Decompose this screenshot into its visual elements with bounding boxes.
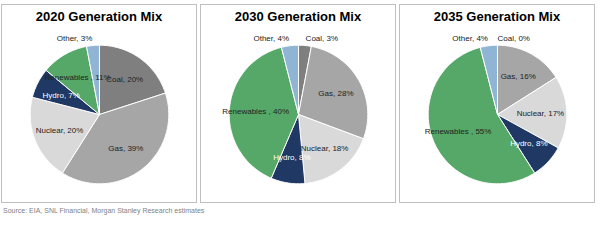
svg-text:Coal, 20%: Coal, 20% [106,75,143,84]
svg-text:Nuclear, 20%: Nuclear, 20% [36,126,84,135]
svg-text:Hydro, 8%: Hydro, 8% [273,152,310,161]
svg-text:Coal, 3%: Coal, 3% [306,34,338,43]
html-text:2030 Generation Mix: 2030 Generation Mix [234,9,362,24]
html-text:2035 Generation Mix: 2035 Generation Mix [433,9,561,24]
svg-text:Renewables , 55%: Renewables , 55% [425,127,492,136]
svg-text:Gas, 16%: Gas, 16% [501,72,536,81]
svg-text:Coal, 0%: Coal, 0% [498,34,530,43]
svg-text:Hydro, 7%: Hydro, 7% [43,91,80,100]
svg-text:Nuclear, 17%: Nuclear, 17% [517,109,565,118]
svg-text:Renewables , 11%: Renewables , 11% [45,73,111,82]
svg-text:Other, 4%: Other, 4% [253,34,289,43]
html-text:Source: EIA, SNL Financial, Mo: Source: EIA, SNL Financial, Morgan Stanl… [3,207,205,214]
svg-text:Hydro, 8%: Hydro, 8% [510,139,547,148]
svg-text:Renewables , 40%: Renewables , 40% [222,107,289,116]
svg-text:Other, 4%: Other, 4% [452,34,488,43]
svg-text:Gas, 39%: Gas, 39% [108,144,143,153]
svg-text:Nuclear, 18%: Nuclear, 18% [300,144,349,154]
svg-text:Gas, 28%: Gas, 28% [318,89,353,98]
svg-text:Other, 3%: Other, 3% [57,34,93,43]
html-text:2020 Generation Mix: 2020 Generation Mix [35,9,163,24]
